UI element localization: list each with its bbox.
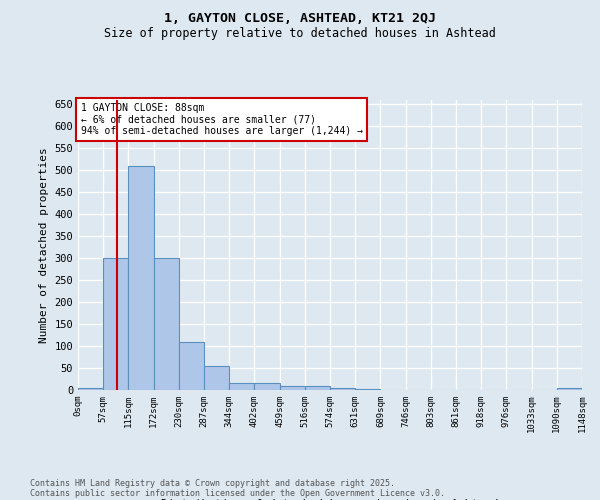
- Bar: [179, 342, 204, 390]
- Text: Contains public sector information licensed under the Open Government Licence v3: Contains public sector information licen…: [30, 488, 445, 498]
- Bar: [103, 258, 128, 390]
- Bar: [204, 366, 229, 390]
- Text: 1, GAYTON CLOSE, ASHTEAD, KT21 2QJ: 1, GAYTON CLOSE, ASHTEAD, KT21 2QJ: [164, 12, 436, 26]
- Bar: [128, 166, 154, 390]
- Text: Contains HM Land Registry data © Crown copyright and database right 2025.: Contains HM Land Registry data © Crown c…: [30, 478, 395, 488]
- Bar: [355, 388, 380, 390]
- Bar: [305, 386, 330, 390]
- Text: Size of property relative to detached houses in Ashtead: Size of property relative to detached ho…: [104, 28, 496, 40]
- Bar: [557, 388, 582, 390]
- Bar: [154, 258, 179, 390]
- X-axis label: Distribution of detached houses by size in Ashtead: Distribution of detached houses by size …: [161, 499, 499, 500]
- Text: 1 GAYTON CLOSE: 88sqm
← 6% of detached houses are smaller (77)
94% of semi-detac: 1 GAYTON CLOSE: 88sqm ← 6% of detached h…: [80, 103, 362, 136]
- Bar: [280, 386, 305, 390]
- Bar: [330, 388, 355, 390]
- Y-axis label: Number of detached properties: Number of detached properties: [39, 147, 49, 343]
- Bar: [78, 388, 103, 390]
- Bar: [229, 384, 254, 390]
- Bar: [254, 384, 280, 390]
